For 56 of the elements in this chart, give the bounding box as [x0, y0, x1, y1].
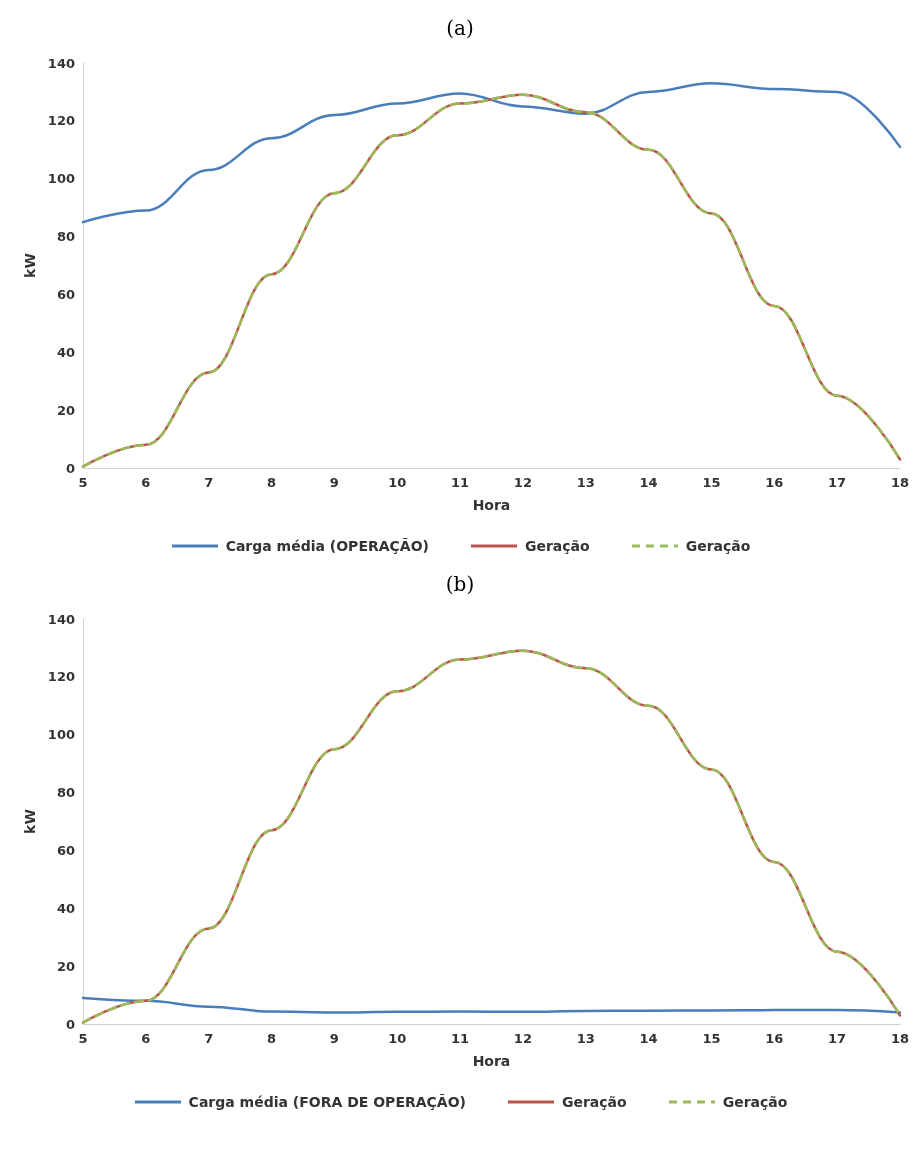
x-tick-label: 12: [513, 475, 532, 490]
y-tick-label: 40: [56, 900, 75, 916]
y-tick-label: 0: [65, 460, 75, 476]
x-tick-label: 14: [639, 475, 658, 490]
y-tick-label: 0: [65, 1016, 75, 1032]
x-tick-label: 5: [78, 1031, 88, 1046]
x-tick-label: 11: [451, 475, 470, 490]
y-tick-label: 40: [56, 344, 75, 360]
x-tick-label: 17: [828, 475, 847, 490]
y-axis-title: kW: [21, 809, 38, 834]
legend-label: Geração: [524, 538, 590, 554]
x-tick-label: 18: [890, 1031, 909, 1046]
x-tick-label: 5: [78, 475, 88, 490]
y-tick-label: 120: [47, 113, 75, 129]
y-tick-label: 80: [56, 229, 75, 245]
x-axis-title: Hora: [472, 497, 511, 513]
x-tick-label: 12: [513, 1031, 532, 1046]
x-tick-label: 8: [267, 1031, 277, 1046]
legend-label: Geração: [685, 538, 751, 554]
x-tick-label: 18: [890, 475, 909, 490]
y-tick-label: 100: [47, 727, 75, 743]
legend-label: Geração: [561, 1094, 627, 1110]
x-tick-label: 14: [639, 1031, 658, 1046]
y-tick-label: 20: [56, 958, 75, 974]
y-tick-label: 20: [56, 402, 75, 418]
x-tick-label: 7: [204, 475, 214, 490]
y-tick-label: 80: [56, 785, 75, 801]
x-tick-label: 10: [388, 1031, 407, 1046]
x-tick-label: 9: [329, 475, 339, 490]
y-tick-label: 120: [47, 669, 75, 685]
chart-title: (a): [446, 16, 474, 40]
y-tick-label: 60: [56, 842, 75, 858]
y-tick-label: 60: [56, 286, 75, 302]
x-tick-label: 13: [576, 1031, 595, 1046]
legend-label: Carga média (OPERAÇÃO): [225, 538, 429, 554]
y-axis-title: kW: [21, 253, 38, 278]
x-tick-label: 7: [204, 1031, 214, 1046]
x-tick-label: 15: [702, 475, 721, 490]
y-tick-label: 140: [47, 611, 75, 627]
x-tick-label: 17: [828, 1031, 847, 1046]
x-tick-label: 11: [451, 1031, 470, 1046]
x-tick-label: 6: [141, 475, 151, 490]
legend-label: Geração: [722, 1094, 788, 1110]
x-tick-label: 16: [765, 475, 784, 490]
y-tick-label: 100: [47, 171, 75, 187]
x-tick-label: 9: [329, 1031, 339, 1046]
x-tick-label: 15: [702, 1031, 721, 1046]
y-tick-label: 140: [47, 55, 75, 71]
x-tick-label: 13: [576, 475, 595, 490]
legend-label: Carga média (FORA DE OPERAÇÃO): [188, 1094, 466, 1110]
x-tick-label: 6: [141, 1031, 151, 1046]
x-tick-label: 10: [388, 475, 407, 490]
chart-title: (b): [445, 572, 475, 596]
x-tick-label: 8: [267, 475, 277, 490]
x-axis-title: Hora: [472, 1053, 511, 1069]
x-tick-label: 16: [765, 1031, 784, 1046]
